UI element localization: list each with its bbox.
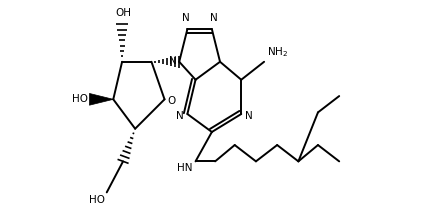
Text: HO: HO [89, 195, 105, 205]
Text: N: N [168, 56, 176, 66]
Text: N: N [181, 13, 189, 23]
Text: NH$_2$: NH$_2$ [266, 45, 287, 59]
Text: N: N [176, 111, 183, 121]
Text: HN: HN [177, 163, 193, 173]
Text: O: O [167, 96, 176, 106]
Polygon shape [89, 93, 113, 105]
Text: OH: OH [115, 8, 131, 18]
Text: N: N [245, 111, 252, 121]
Text: HO: HO [72, 94, 88, 104]
Text: N: N [209, 13, 217, 23]
